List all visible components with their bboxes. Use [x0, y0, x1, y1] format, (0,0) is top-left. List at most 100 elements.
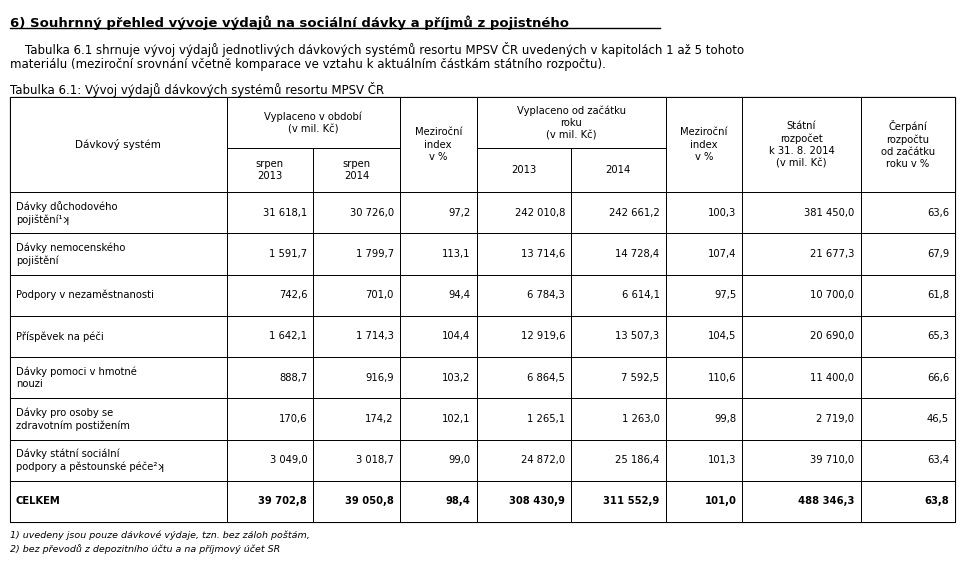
Bar [10, 97, 955, 522]
Bar [476, 275, 571, 316]
Text: 104,5: 104,5 [708, 332, 736, 342]
Bar [571, 440, 665, 481]
Bar [10, 192, 227, 233]
Text: 242 010,8: 242 010,8 [515, 208, 565, 218]
Text: 381 450,0: 381 450,0 [804, 208, 854, 218]
Text: 2 719,0: 2 719,0 [817, 414, 854, 424]
Bar [10, 275, 227, 316]
Text: 102,1: 102,1 [443, 414, 470, 424]
Bar [227, 357, 313, 398]
Text: 61,8: 61,8 [926, 290, 949, 300]
Bar [227, 149, 313, 192]
Bar [742, 316, 860, 357]
Bar [476, 481, 571, 522]
Text: 103,2: 103,2 [443, 373, 470, 383]
Text: Vyplaceno od začátku
roku
(v mil. Kč): Vyplaceno od začátku roku (v mil. Kč) [516, 105, 626, 140]
Bar [665, 398, 742, 440]
Text: 99,0: 99,0 [448, 455, 470, 465]
Text: 1 714,3: 1 714,3 [356, 332, 394, 342]
Bar [399, 97, 476, 192]
Bar [313, 440, 399, 481]
Text: 170,6: 170,6 [278, 414, 307, 424]
Text: 39 702,8: 39 702,8 [258, 497, 307, 507]
Text: 6 864,5: 6 864,5 [527, 373, 565, 383]
Bar [399, 357, 476, 398]
Bar [665, 440, 742, 481]
Text: Dávky pro osoby se
zdravotním postižením: Dávky pro osoby se zdravotním postižením [16, 407, 130, 431]
Text: Dávkový systém: Dávkový systém [75, 139, 161, 150]
Text: 101,0: 101,0 [705, 497, 736, 507]
Bar [227, 440, 313, 481]
Bar [742, 440, 860, 481]
Bar [227, 275, 313, 316]
Text: 110,6: 110,6 [708, 373, 736, 383]
Bar [860, 233, 955, 275]
Bar [571, 192, 665, 233]
Text: 46,5: 46,5 [926, 414, 949, 424]
Text: Dávky pomoci v hmotné
nouzi: Dávky pomoci v hmotné nouzi [16, 366, 137, 389]
Bar [227, 97, 399, 149]
Text: 14 728,4: 14 728,4 [615, 249, 660, 259]
Bar [860, 275, 955, 316]
Text: 308 430,9: 308 430,9 [509, 497, 565, 507]
Text: Tabulka 6.1: Vývoj výdajů dávkových systémů resortu MPSV ČR: Tabulka 6.1: Vývoj výdajů dávkových syst… [10, 82, 384, 97]
Text: 21 677,3: 21 677,3 [810, 249, 854, 259]
Bar [665, 316, 742, 357]
Bar [399, 440, 476, 481]
Text: 67,9: 67,9 [926, 249, 949, 259]
Bar [860, 357, 955, 398]
Bar [476, 357, 571, 398]
Bar [742, 233, 860, 275]
Text: Čerpání
rozpočtu
od začátku
roku v %: Čerpání rozpočtu od začátku roku v % [880, 120, 935, 170]
Bar [10, 481, 227, 522]
Text: Podpory v nezaměstnanosti: Podpory v nezaměstnanosti [16, 290, 154, 301]
Text: 30 726,0: 30 726,0 [349, 208, 394, 218]
Text: Dávky nemocenského
pojištění: Dávky nemocenského pojištění [16, 242, 126, 266]
Text: Dávky státní sociální
podpory a pěstounské péče²ʞ: Dávky státní sociální podpory a pěstouns… [16, 448, 164, 472]
Bar [399, 192, 476, 233]
Bar [571, 149, 665, 192]
Text: 31 618,1: 31 618,1 [263, 208, 307, 218]
Text: 65,3: 65,3 [926, 332, 949, 342]
Bar [313, 316, 399, 357]
Bar [399, 481, 476, 522]
Text: 1 799,7: 1 799,7 [356, 249, 394, 259]
Bar [10, 97, 955, 192]
Text: 100,3: 100,3 [708, 208, 736, 218]
Bar [227, 316, 313, 357]
Text: 2013: 2013 [512, 165, 537, 175]
Text: 24 872,0: 24 872,0 [521, 455, 565, 465]
Text: 174,2: 174,2 [366, 414, 394, 424]
Text: 20 690,0: 20 690,0 [810, 332, 854, 342]
Text: 13 714,6: 13 714,6 [521, 249, 565, 259]
Bar [571, 481, 665, 522]
Bar [313, 398, 399, 440]
Text: 2) bez převodů z depozitního účtu a na příjmový účet SR: 2) bez převodů z depozitního účtu a na p… [10, 544, 280, 554]
Text: 10 700,0: 10 700,0 [810, 290, 854, 300]
Bar [227, 192, 313, 233]
Text: CELKEM: CELKEM [16, 497, 60, 507]
Text: 97,2: 97,2 [448, 208, 470, 218]
Text: 66,6: 66,6 [926, 373, 949, 383]
Text: 3 018,7: 3 018,7 [356, 455, 394, 465]
Text: Vyplaceno v období
(v mil. Kč): Vyplaceno v období (v mil. Kč) [264, 111, 362, 134]
Text: 1) uvedeny jsou pouze dávkové výdaje, tzn. bez záloh poštám,: 1) uvedeny jsou pouze dávkové výdaje, tz… [10, 530, 310, 539]
Text: 311 552,9: 311 552,9 [603, 497, 660, 507]
Bar [665, 192, 742, 233]
Text: 99,8: 99,8 [714, 414, 736, 424]
Text: 63,8: 63,8 [924, 497, 949, 507]
Bar [665, 275, 742, 316]
Text: 3 049,0: 3 049,0 [270, 455, 307, 465]
Text: 888,7: 888,7 [279, 373, 307, 383]
Text: srpen
2013: srpen 2013 [255, 159, 284, 181]
Text: 742,6: 742,6 [278, 290, 307, 300]
Text: Tabulka 6.1 shrnuje vývoj výdajů jednotlivých dávkových systémů resortu MPSV ČR : Tabulka 6.1 shrnuje vývoj výdajů jednotl… [10, 42, 744, 57]
Bar [476, 316, 571, 357]
Bar [742, 357, 860, 398]
Text: materiálu (meziroční srovnání včetně komparace ve vztahu k aktuálním částkám stá: materiálu (meziroční srovnání včetně kom… [10, 58, 606, 71]
Text: 39 710,0: 39 710,0 [810, 455, 854, 465]
Text: Dávky důchodového
pojištění¹ʞ: Dávky důchodového pojištění¹ʞ [16, 201, 117, 225]
Text: 1 265,1: 1 265,1 [527, 414, 565, 424]
Text: 107,4: 107,4 [708, 249, 736, 259]
Bar [665, 481, 742, 522]
